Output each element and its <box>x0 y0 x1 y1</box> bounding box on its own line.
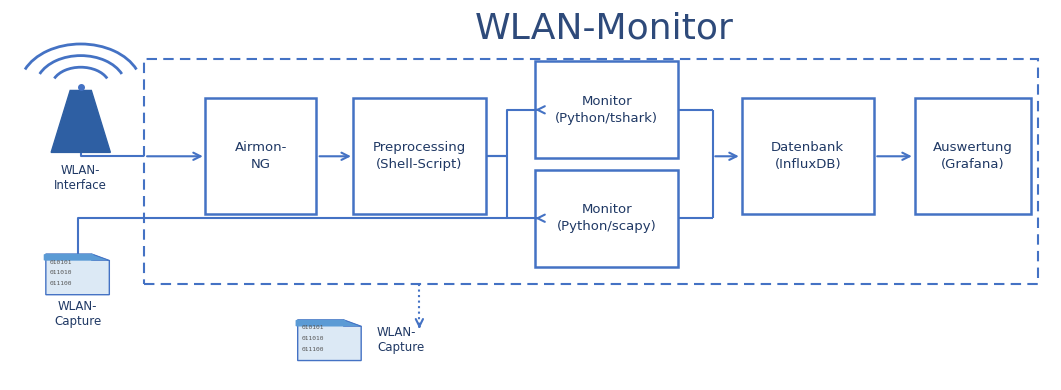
FancyBboxPatch shape <box>44 254 93 261</box>
Text: WLAN-
Interface: WLAN- Interface <box>54 164 107 192</box>
Text: Datenbank
(InfluxDB): Datenbank (InfluxDB) <box>771 141 845 171</box>
Text: 010101: 010101 <box>50 260 72 265</box>
Text: WLAN-Monitor: WLAN-Monitor <box>475 11 734 45</box>
Text: 011010: 011010 <box>50 271 72 275</box>
Text: Auswertung
(Grafana): Auswertung (Grafana) <box>933 141 1013 171</box>
Text: Preprocessing
(Shell-Script): Preprocessing (Shell-Script) <box>372 141 466 171</box>
Text: Airmon-
NG: Airmon- NG <box>234 141 286 171</box>
Text: Monitor
(Python/tshark): Monitor (Python/tshark) <box>555 95 658 125</box>
Text: 011100: 011100 <box>50 281 72 286</box>
FancyBboxPatch shape <box>296 320 346 326</box>
Bar <box>742 98 874 214</box>
Text: 011100: 011100 <box>302 347 325 352</box>
Polygon shape <box>51 90 110 152</box>
Bar <box>144 59 1039 284</box>
Bar <box>915 98 1031 214</box>
Polygon shape <box>298 320 361 360</box>
Bar <box>535 170 678 267</box>
Bar <box>205 98 316 214</box>
Polygon shape <box>91 254 109 261</box>
Polygon shape <box>46 254 109 295</box>
Text: Monitor
(Python/scapy): Monitor (Python/scapy) <box>557 203 657 233</box>
Text: 011010: 011010 <box>302 336 325 341</box>
Text: WLAN-
Capture: WLAN- Capture <box>377 326 424 354</box>
Bar <box>353 98 486 214</box>
Bar <box>535 61 678 158</box>
Text: 010101: 010101 <box>302 326 325 330</box>
Polygon shape <box>344 320 361 326</box>
Text: WLAN-
Capture: WLAN- Capture <box>54 300 101 328</box>
